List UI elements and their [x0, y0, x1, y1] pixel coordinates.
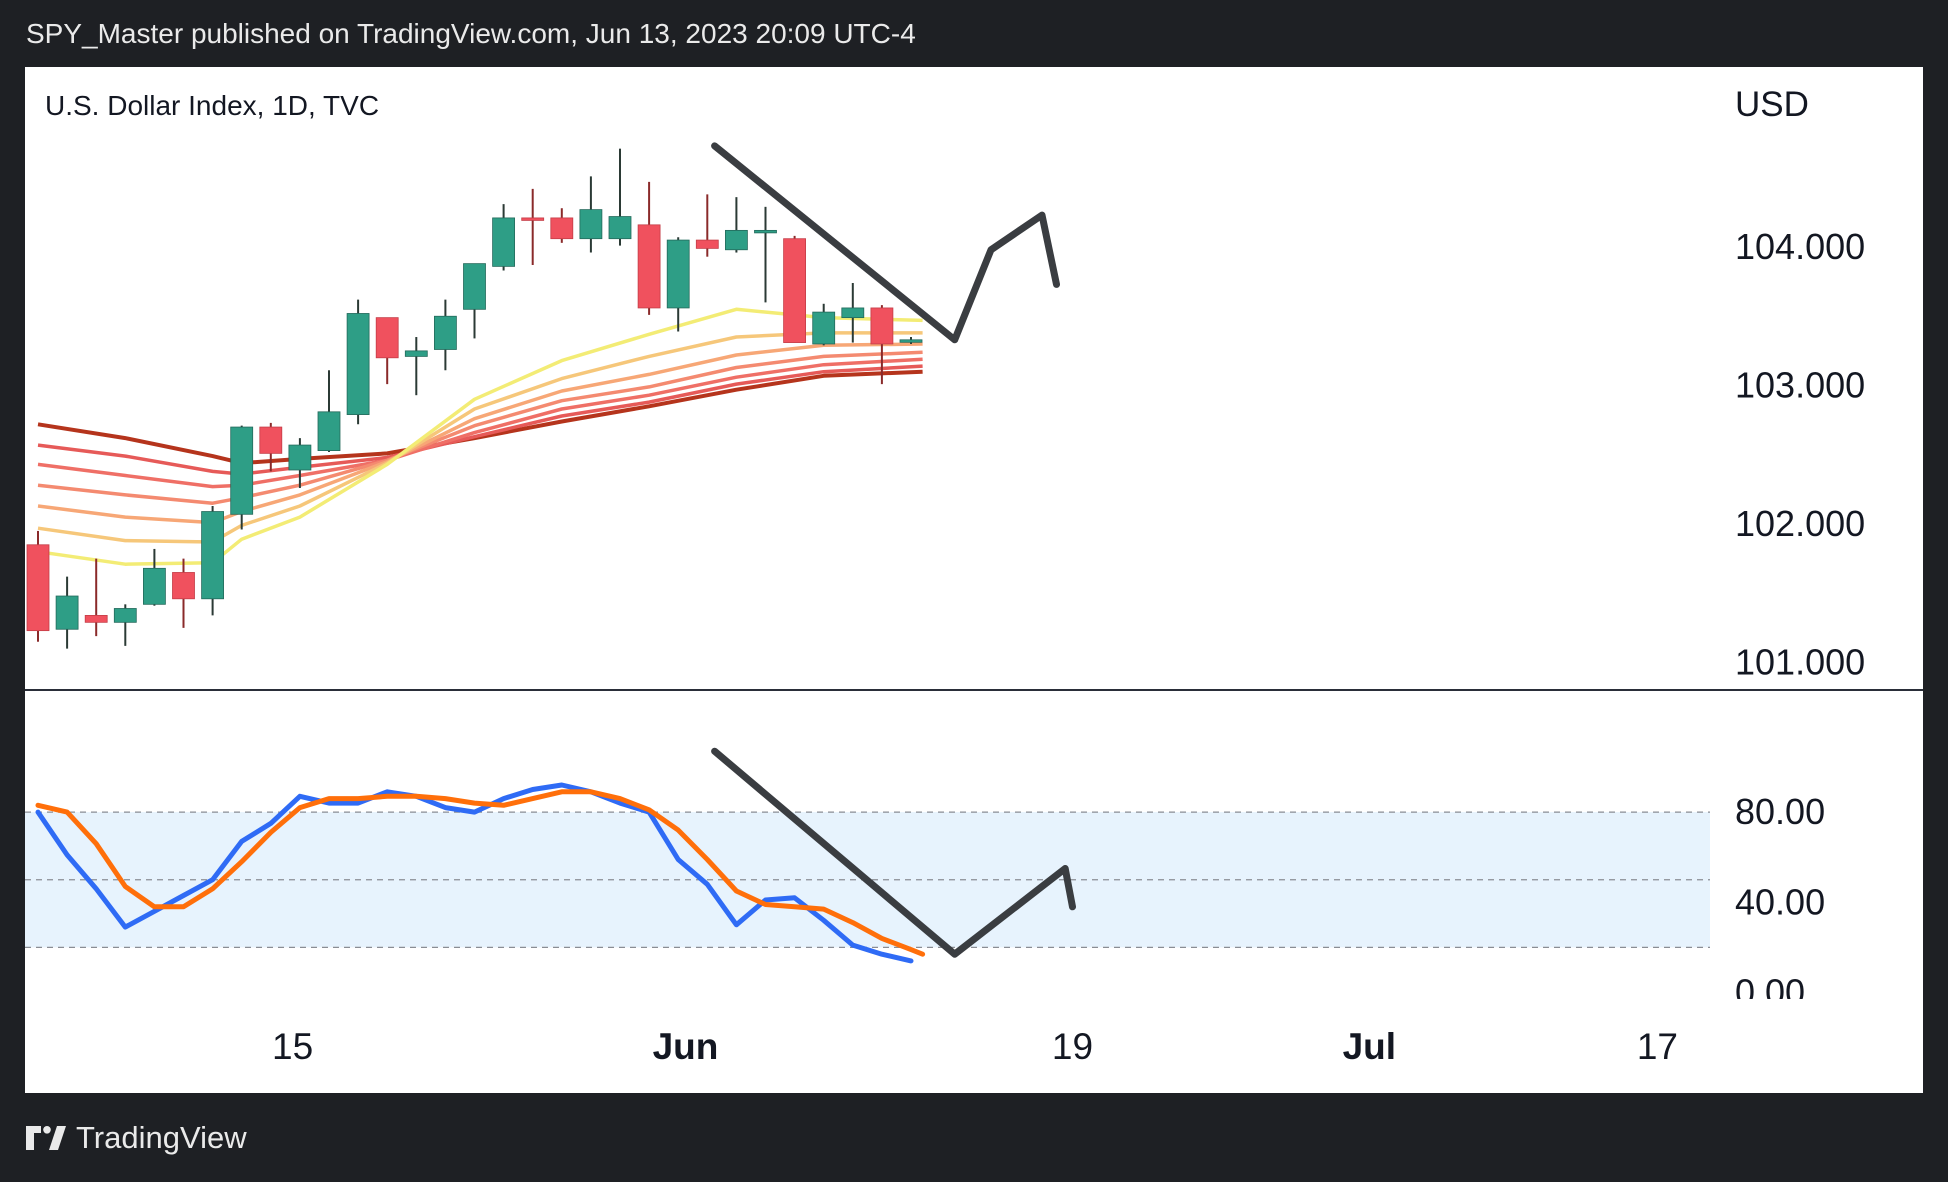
candle	[841, 283, 865, 343]
time-tick-label: 17	[1637, 1026, 1678, 1067]
candle	[259, 422, 283, 472]
candle	[404, 337, 428, 396]
candle	[783, 235, 806, 343]
oscillator-pane-edge	[1715, 999, 1923, 1029]
price-tick-label: 104.000	[1735, 226, 1865, 267]
candle	[550, 208, 574, 243]
candle-body	[666, 239, 690, 309]
candle-body	[725, 229, 748, 251]
candle-body	[201, 511, 225, 600]
candle-body	[637, 224, 661, 309]
candle-body	[346, 313, 370, 415]
candle-body	[579, 209, 603, 240]
candle-body	[84, 615, 108, 623]
time-tick-label: Jun	[653, 1026, 719, 1067]
tradingview-logo-icon	[26, 1126, 66, 1150]
publish-info: SPY_Master published on TradingView.com,…	[26, 18, 916, 49]
candle-body	[375, 317, 399, 359]
candle-body	[812, 311, 836, 345]
time-tick-label: 19	[1052, 1026, 1093, 1067]
candle	[492, 204, 516, 271]
moving-average-line	[37, 307, 923, 566]
price-tick-label: 102.000	[1735, 503, 1865, 544]
candle	[113, 604, 137, 646]
currency-label: USD	[1735, 85, 1809, 124]
oscillator-tick-label: 40.00	[1735, 881, 1825, 922]
candle-body	[55, 595, 79, 630]
candle-body	[754, 229, 777, 234]
candle	[725, 197, 748, 253]
footer-brand[interactable]: TradingView	[26, 1118, 247, 1158]
candle	[899, 337, 923, 344]
candle-body	[550, 217, 574, 240]
candle-body	[113, 608, 137, 623]
oscillator-trendline	[711, 747, 1076, 958]
candle	[230, 425, 254, 530]
candle-body	[870, 307, 894, 345]
candle	[754, 206, 777, 303]
candle	[288, 438, 312, 488]
oscillator-line	[35, 782, 914, 964]
moving-average-ribbon	[37, 307, 923, 566]
price-tick-label: 101.000	[1735, 642, 1865, 683]
price-tick-label: 103.000	[1735, 365, 1865, 406]
candle	[695, 194, 719, 257]
candle-body	[492, 217, 516, 267]
candle	[55, 576, 79, 649]
candle	[201, 505, 225, 616]
candle-body	[521, 217, 545, 221]
candle-body	[841, 307, 865, 319]
moving-average-line	[37, 331, 923, 544]
moving-average-line	[37, 342, 923, 525]
chart-canvas[interactable]: U.S. Dollar Index, 1D, TVC USD 104.00010…	[25, 67, 1923, 1093]
candle-body	[230, 426, 254, 515]
time-tick-label: 15	[272, 1026, 313, 1067]
time-axis[interactable]: 15 Jun 19 Jul 17	[272, 1026, 1678, 1067]
oscillator-tick-label: 80.00	[1735, 791, 1825, 832]
candle-body	[317, 411, 341, 451]
candle	[433, 299, 457, 371]
candle	[172, 558, 195, 628]
candle	[26, 530, 50, 642]
trendline-drawings	[711, 142, 1076, 958]
candle-body	[695, 239, 719, 249]
candle	[579, 176, 603, 253]
candle	[463, 263, 486, 339]
time-tick-label: Jul	[1343, 1026, 1396, 1067]
candle-body	[463, 263, 486, 310]
candle	[375, 317, 399, 385]
candle	[84, 558, 108, 637]
footer-brand-name: TradingView	[76, 1120, 247, 1155]
candle	[346, 299, 370, 425]
candle-body	[26, 544, 50, 632]
candle	[870, 305, 894, 385]
moving-average-line	[37, 350, 923, 505]
candle-body	[143, 567, 166, 605]
chart-frame: U.S. Dollar Index, 1D, TVC USD 104.000 10…	[25, 67, 1923, 1093]
candle	[666, 237, 690, 332]
moving-average-line	[37, 357, 923, 489]
symbol-title: U.S. Dollar Index, 1D, TVC	[45, 90, 379, 121]
candle-body	[608, 216, 632, 240]
candle	[608, 148, 632, 246]
oscillator-lines	[35, 782, 926, 964]
price-axis[interactable]: 104.000 103.000 102.000 101.000	[1735, 226, 1865, 683]
price-trendline	[711, 142, 1060, 344]
oscillator-line	[35, 789, 926, 957]
candle	[521, 188, 545, 266]
candle	[812, 303, 836, 346]
candle-body	[172, 572, 195, 600]
candle	[637, 181, 661, 315]
candle-body	[783, 238, 806, 343]
candle-body	[899, 339, 923, 343]
candle	[143, 548, 166, 606]
candle-body	[404, 350, 428, 357]
candle-body	[288, 444, 312, 471]
candle-body	[259, 426, 283, 454]
candlestick-series	[26, 148, 923, 649]
candle	[317, 370, 341, 452]
candle-body	[433, 315, 457, 350]
